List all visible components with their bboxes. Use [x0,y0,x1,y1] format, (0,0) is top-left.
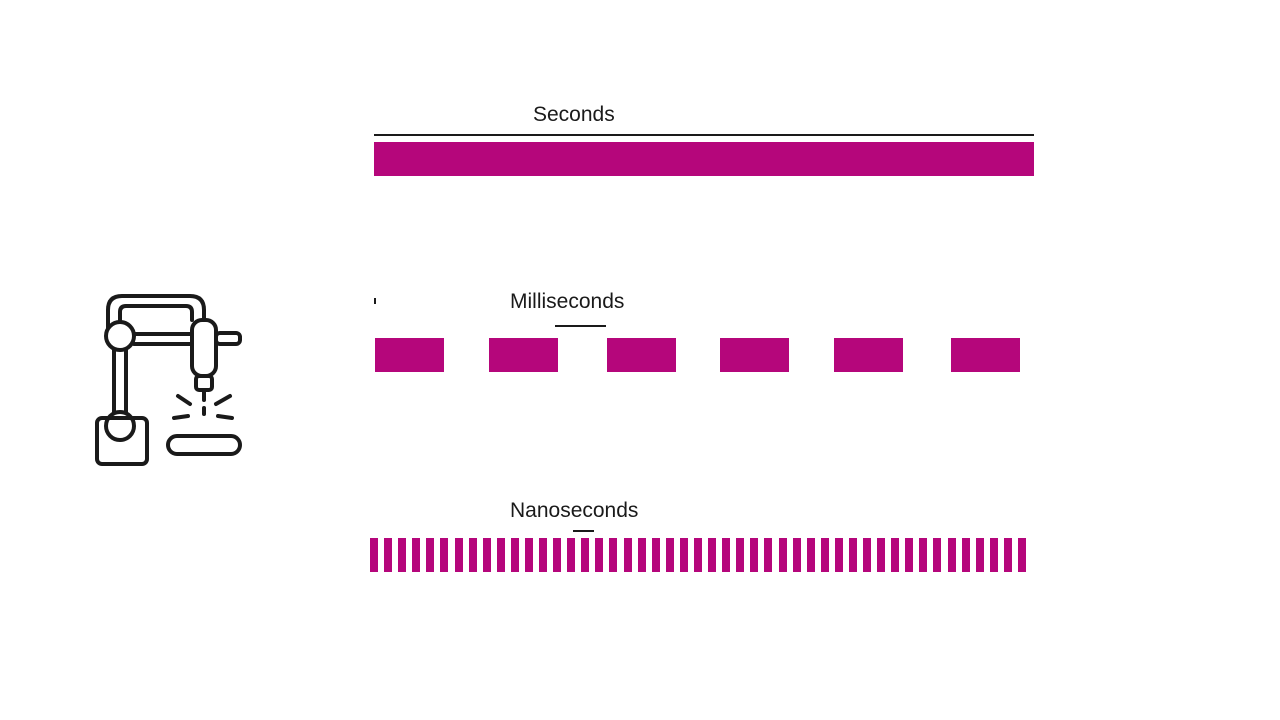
nanosecond-segment [652,538,660,572]
nanosecond-segment [497,538,505,572]
nanosecond-segment [821,538,829,572]
nanosecond-segment [426,538,434,572]
nanosecond-segment [708,538,716,572]
nanosecond-segment [666,538,674,572]
robotic-welding-arm-icon [95,294,242,466]
nanosecond-segment [581,538,589,572]
nanosecond-segment [990,538,998,572]
nanosecond-segment [750,538,758,572]
nanosecond-segment [483,538,491,572]
nanosecond-segment [962,538,970,572]
nanosecond-segment [539,538,547,572]
nanosecond-segment [807,538,815,572]
nanosecond-segment [609,538,617,572]
nanosecond-segment [919,538,927,572]
nanosecond-segment [779,538,787,572]
nanosecond-segment [553,538,561,572]
nanosecond-segment [680,538,688,572]
millisecond-segment [951,338,1020,372]
nanosecond-segment [849,538,857,572]
nanosecond-segment [863,538,871,572]
nanosecond-segment [1004,538,1012,572]
milliseconds-label: Milliseconds [510,290,625,313]
nanosecond-segment [511,538,519,572]
milliseconds-underline [555,325,606,327]
nanosecond-segment [638,538,646,572]
nanosecond-segment [412,538,420,572]
nanosecond-segment [933,538,941,572]
nanosecond-segment [905,538,913,572]
nanosecond-segment [370,538,378,572]
nanosecond-segment [793,538,801,572]
nanosecond-segment [694,538,702,572]
nanosecond-segment [976,538,984,572]
nanosecond-segment [595,538,603,572]
seconds-bar [374,142,1034,176]
nanosecond-segment [764,538,772,572]
nanosecond-segment [455,538,463,572]
nanosecond-segment [384,538,392,572]
seconds-underline [374,134,1034,136]
milliseconds-tick [374,298,376,304]
nanosecond-segment [722,538,730,572]
nanoseconds-underline [573,530,594,532]
millisecond-segment [375,338,444,372]
millisecond-segment [489,338,558,372]
nanosecond-segment [525,538,533,572]
nanosecond-segment [835,538,843,572]
millisecond-segment [834,338,903,372]
nanosecond-segment [624,538,632,572]
nanosecond-segment [440,538,448,572]
nanosecond-segment [948,538,956,572]
millisecond-segment [607,338,676,372]
nanosecond-segment [469,538,477,572]
nanoseconds-label: Nanoseconds [510,499,639,522]
nanosecond-segment [567,538,575,572]
nanosecond-segment [891,538,899,572]
nanosecond-segment [1018,538,1026,572]
seconds-label: Seconds [533,103,615,126]
nanosecond-segment [877,538,885,572]
nanosecond-segment [736,538,744,572]
nanosecond-segment [398,538,406,572]
millisecond-segment [720,338,789,372]
